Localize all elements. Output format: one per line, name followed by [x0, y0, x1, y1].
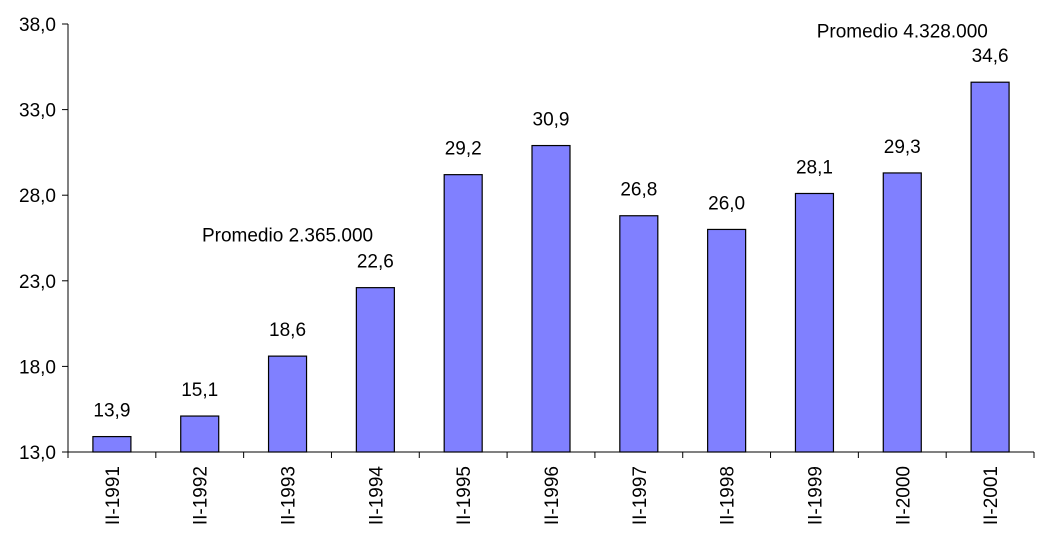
annotation: Promedio 2.365.000	[202, 225, 373, 246]
bar	[882, 172, 922, 453]
x-tick-label: II-1994	[366, 466, 387, 526]
x-axis: II-1991 II-1992 II-1993 II-1994 II-1995 II-19…	[67, 451, 1035, 526]
bars	[92, 81, 1010, 453]
data-label: 18,6	[269, 320, 306, 341]
bar	[443, 174, 483, 453]
bar	[92, 435, 132, 453]
x-tick-label: II-1998	[718, 466, 739, 525]
bar	[707, 228, 747, 453]
x-tick-label: II-1999	[805, 466, 826, 525]
y-tick-label: 23,0	[19, 272, 56, 293]
x-tick-label: II-1993	[279, 466, 300, 525]
bar	[355, 287, 395, 453]
data-label: 15,1	[181, 380, 218, 401]
data-label: 26,0	[708, 193, 745, 214]
x-tick-label: II-1996	[542, 466, 563, 525]
x-tick-label: II-1991	[103, 466, 124, 525]
bar	[794, 192, 835, 453]
x-tick-label: II-2001	[981, 466, 1002, 525]
data-label: 34,6	[972, 46, 1009, 67]
x-tick-label: II-1995	[454, 466, 475, 525]
x-tick-label: II-2000	[893, 466, 914, 525]
y-axis: 13,0 18,0 23,0 28,0 33,0 38,0	[19, 15, 69, 464]
data-label: 13,9	[93, 401, 130, 422]
value-labels: 13,9 15,1 18,6 22,6 29,2 30,9 26,8 26,0 28,1 29,3…	[93, 46, 1008, 421]
data-label: 22,6	[357, 252, 394, 273]
bar	[180, 415, 220, 453]
data-label: 30,9	[533, 110, 570, 131]
y-tick-label: 38,0	[19, 15, 56, 36]
data-label: 28,1	[796, 157, 833, 178]
bar	[970, 81, 1010, 453]
x-tick-label: II-1997	[630, 466, 651, 525]
annotation: Promedio 4.328.000	[817, 22, 988, 43]
x-tick-label: II-1992	[191, 466, 212, 525]
data-label: 29,3	[884, 137, 921, 158]
bar	[267, 355, 308, 453]
bar	[531, 144, 571, 453]
y-tick-label: 13,0	[19, 443, 56, 464]
data-label: 26,8	[620, 180, 657, 201]
bar	[619, 215, 659, 453]
y-tick-label: 18,0	[19, 357, 56, 378]
y-tick-label: 28,0	[19, 186, 56, 207]
y-tick-label: 33,0	[19, 101, 56, 122]
annotations: Promedio 2.365.000 Promedio 4.328.000	[202, 22, 988, 247]
data-label: 29,2	[445, 139, 482, 160]
